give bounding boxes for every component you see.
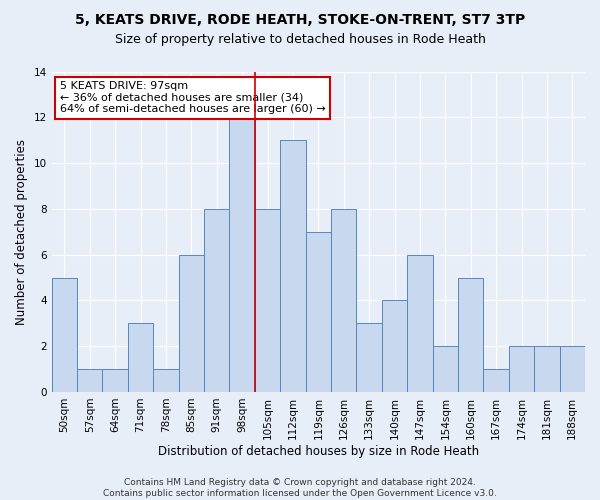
Bar [229,118,255,392]
Bar [77,369,103,392]
Bar [534,346,560,392]
Bar [179,254,204,392]
Bar [52,278,77,392]
Bar [153,369,179,392]
Y-axis label: Number of detached properties: Number of detached properties [15,138,28,324]
X-axis label: Distribution of detached houses by size in Rode Heath: Distribution of detached houses by size … [158,444,479,458]
Bar [305,232,331,392]
Bar [458,278,484,392]
Bar [356,324,382,392]
Bar [128,324,153,392]
Bar [407,254,433,392]
Bar [255,209,280,392]
Bar [484,369,509,392]
Text: 5, KEATS DRIVE, RODE HEATH, STOKE-ON-TRENT, ST7 3TP: 5, KEATS DRIVE, RODE HEATH, STOKE-ON-TRE… [75,12,525,26]
Bar [204,209,229,392]
Bar [509,346,534,392]
Bar [560,346,585,392]
Bar [433,346,458,392]
Text: Contains HM Land Registry data © Crown copyright and database right 2024.
Contai: Contains HM Land Registry data © Crown c… [103,478,497,498]
Bar [280,140,305,392]
Text: Size of property relative to detached houses in Rode Heath: Size of property relative to detached ho… [115,32,485,46]
Bar [331,209,356,392]
Bar [382,300,407,392]
Bar [103,369,128,392]
Text: 5 KEATS DRIVE: 97sqm
← 36% of detached houses are smaller (34)
64% of semi-detac: 5 KEATS DRIVE: 97sqm ← 36% of detached h… [59,81,325,114]
